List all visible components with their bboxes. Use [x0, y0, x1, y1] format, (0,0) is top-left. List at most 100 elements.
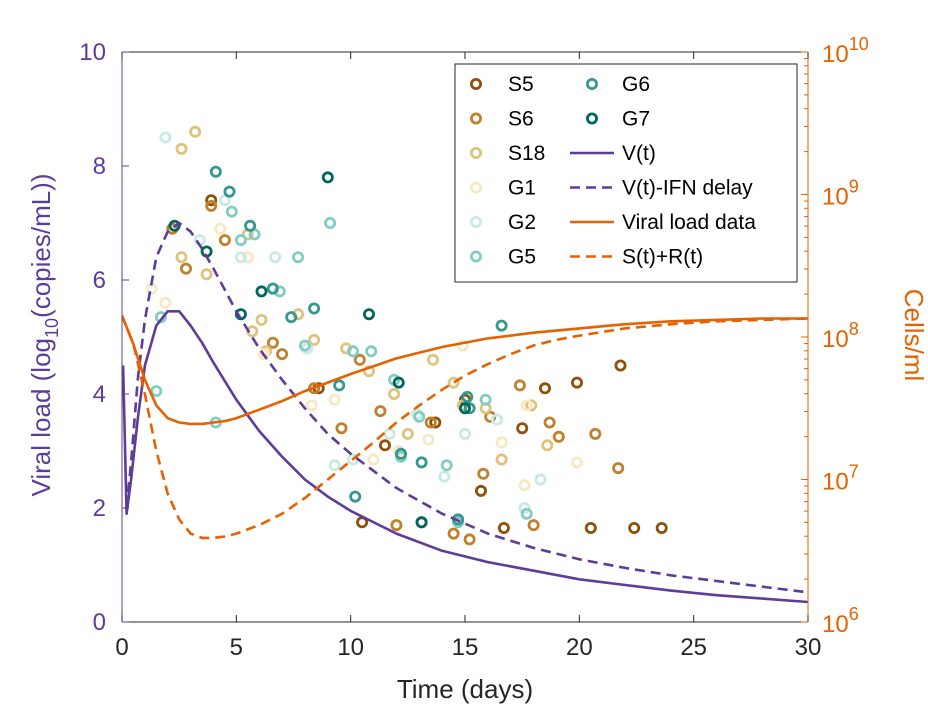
data-point-g7-5 — [362, 308, 375, 321]
scatter-series-g7 — [168, 171, 471, 529]
y-tick-label-right-base: 10 — [822, 41, 849, 68]
data-point-s18-14 — [426, 353, 439, 366]
data-point-s18-15 — [447, 376, 460, 389]
data-point-g2-11 — [458, 427, 471, 440]
legend-marker-g2 — [469, 215, 482, 228]
legend-label-g5: G5 — [508, 246, 536, 269]
data-point-g1-3 — [241, 251, 254, 264]
data-point-g7-4 — [321, 171, 334, 184]
scatter-series-g6 — [209, 165, 508, 526]
data-point-s6-19 — [552, 430, 565, 443]
data-point-s5-5 — [429, 416, 442, 429]
data-point-g2-6 — [328, 459, 341, 472]
scatter-series-s5 — [205, 194, 668, 535]
legend-label-g2: G2 — [508, 211, 536, 234]
data-point-s18-6 — [255, 313, 268, 326]
data-point-s18-2 — [175, 251, 188, 264]
data-point-g5-11 — [365, 345, 378, 358]
data-point-s6-12 — [447, 527, 460, 540]
data-point-g6-9 — [415, 456, 428, 469]
x-tick-label-5: 5 — [230, 634, 243, 661]
data-point-s5-7 — [474, 484, 487, 497]
data-point-s6-8 — [353, 353, 366, 366]
legend-marker-g7 — [586, 112, 599, 125]
data-point-g5-8 — [298, 339, 311, 352]
data-point-s6-10 — [390, 519, 403, 532]
y-tick-label-right-6: 106 — [822, 604, 859, 638]
data-point-g7-3 — [255, 285, 268, 298]
data-point-g2-2 — [218, 194, 231, 207]
data-point-g6-3 — [266, 282, 279, 295]
data-point-g5-15 — [440, 459, 453, 472]
data-point-g7-8 — [458, 402, 471, 415]
legend-label-s5: S5 — [508, 73, 534, 96]
line-series-s-t-r-t — [122, 315, 808, 540]
data-point-s6-3 — [218, 234, 231, 247]
data-point-s18-0 — [175, 142, 188, 155]
x-tick-label-10: 10 — [337, 634, 364, 661]
data-point-g1-5 — [305, 399, 318, 412]
legend-label-v-t-ifn-delay: V(t)-IFN delay — [622, 177, 753, 200]
x-tick-label-15: 15 — [452, 634, 479, 661]
x-tick-label-25: 25 — [680, 634, 707, 661]
data-point-s5-11 — [571, 376, 584, 389]
data-point-g1-14 — [571, 456, 584, 469]
data-point-g2-8 — [383, 427, 396, 440]
data-point-s6-21 — [612, 462, 625, 475]
data-point-g6-8 — [394, 447, 407, 460]
scatter-series-g1 — [145, 222, 584, 492]
data-point-g1-10 — [456, 339, 469, 352]
x-tick-label-20: 20 — [566, 634, 593, 661]
data-point-g6-2 — [244, 219, 257, 232]
data-point-g5-7 — [292, 251, 305, 264]
y-tick-label-left-0: 0 — [93, 609, 106, 636]
data-point-g1-13 — [518, 479, 531, 492]
legend-label-v-t: V(t) — [622, 142, 656, 165]
y-tick-label-left-8: 8 — [93, 153, 106, 180]
data-point-g5-5 — [248, 228, 261, 241]
legend-marker-s5 — [469, 78, 482, 91]
data-point-s18-20 — [541, 439, 554, 452]
data-point-s6-17 — [527, 519, 540, 532]
data-point-s5-13 — [614, 359, 627, 372]
data-point-g6-1 — [223, 185, 236, 198]
data-point-g5-17 — [479, 393, 492, 406]
legend-marker-s18 — [469, 146, 482, 159]
y-tick-label-left-2: 2 — [93, 495, 106, 522]
data-point-g1-4 — [257, 348, 270, 361]
y-axis-label-left: Viral load (log10(copies/mL)) — [26, 173, 62, 496]
data-point-s18-3 — [200, 268, 213, 281]
data-point-g6-4 — [285, 311, 298, 324]
data-point-s6-11 — [424, 416, 437, 429]
data-point-g6-11 — [461, 390, 474, 403]
data-point-g5-0 — [150, 385, 163, 398]
data-point-g1-6 — [328, 393, 341, 406]
data-point-s5-9 — [516, 422, 529, 435]
data-point-s5-12 — [584, 522, 597, 535]
data-point-s6-16 — [513, 379, 526, 392]
y-tick-label-right-exp: 9 — [849, 177, 859, 197]
line-series-v-t-ifn-delay — [125, 221, 808, 594]
data-point-g1-11 — [495, 436, 508, 449]
data-point-s5-0 — [205, 194, 218, 207]
data-point-g6-0 — [209, 165, 222, 178]
y-axis-label-right: Cells/ml — [899, 289, 928, 381]
legend-marker-g1 — [469, 181, 482, 194]
data-point-s5-14 — [628, 522, 641, 535]
data-point-s18-12 — [388, 387, 401, 400]
legend-label-g7: G7 — [622, 108, 650, 131]
data-point-s6-18 — [543, 416, 556, 429]
y-tick-label-left-6: 6 — [93, 267, 106, 294]
data-point-g6-6 — [333, 379, 346, 392]
x-tick-label-0: 0 — [115, 634, 128, 661]
y-tick-label-right-base: 10 — [822, 469, 849, 496]
data-point-s6-20 — [589, 427, 602, 440]
data-point-g2-13 — [518, 501, 531, 514]
data-point-g7-0 — [168, 219, 181, 232]
legend-label-s18: S18 — [508, 142, 545, 165]
legend-label-viral-load-data: Viral load data — [622, 211, 756, 234]
data-point-g2-4 — [269, 251, 282, 264]
x-tick-label-30: 30 — [795, 634, 822, 661]
